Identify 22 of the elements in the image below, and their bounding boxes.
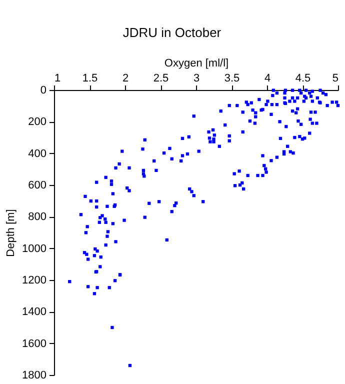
x-tick-label: 1.5: [82, 72, 98, 84]
x-tick-label: 3: [193, 72, 200, 84]
x-tick-label: 4.5: [295, 72, 311, 84]
y-tick-label: 0: [40, 84, 46, 96]
y-tick-label: 800: [28, 211, 46, 224]
x-tick-label: 1: [54, 72, 61, 84]
y-tick-label: 1800: [22, 370, 46, 382]
y-tick-label: 200: [28, 116, 46, 128]
x-axis-title: Oxygen [ml/l]: [164, 58, 229, 70]
x-tick-label: 2.5: [153, 72, 169, 84]
y-tick-label: 1000: [22, 242, 46, 255]
x-tick-label: 4: [264, 72, 271, 84]
y-tick-label: 1200: [22, 274, 46, 286]
x-tick-label: 2: [122, 72, 129, 84]
y-tick-label: 1400: [22, 306, 46, 318]
x-tick-label: 5: [332, 72, 338, 84]
chart-title: JDRU in October: [122, 25, 222, 40]
y-tick-label: 600: [28, 180, 46, 192]
y-tick-label: 400: [28, 148, 46, 160]
y-axis-title: Depth [m]: [5, 209, 18, 257]
y-tick-label: 1600: [22, 338, 46, 350]
x-tick-label: 3.5: [224, 72, 240, 84]
